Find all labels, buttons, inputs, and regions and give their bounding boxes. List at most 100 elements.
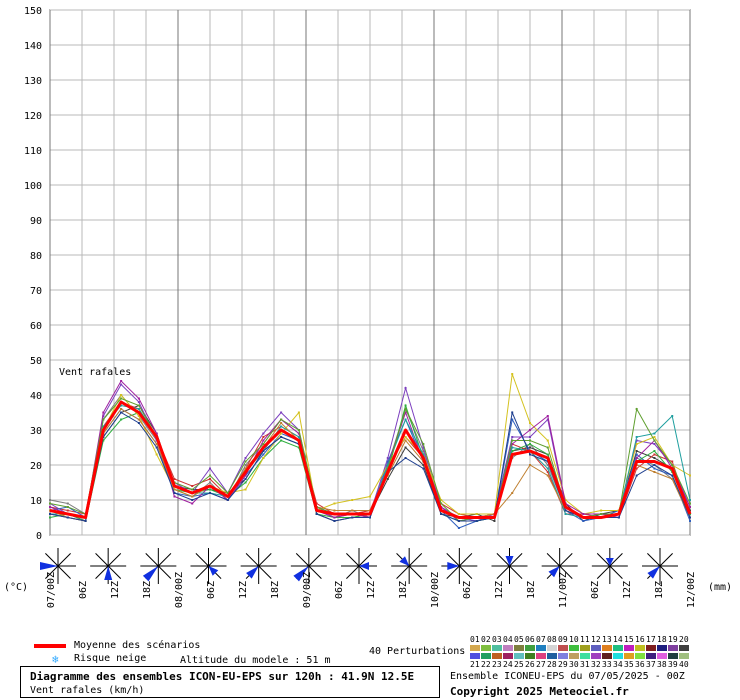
x-tick-label: 18Z — [270, 581, 281, 599]
member-number: 37 — [646, 660, 656, 669]
rose-spoke — [157, 553, 172, 567]
rose-spoke — [609, 553, 623, 567]
wind-rose — [591, 548, 628, 584]
member-point — [120, 383, 123, 386]
member-point — [191, 485, 194, 487]
rose-spoke — [358, 565, 372, 579]
member-point — [529, 446, 531, 449]
info-box: Diagramme des ensembles ICON-EU-EPS sur … — [20, 666, 440, 698]
member-point — [689, 474, 691, 477]
rose-spoke — [208, 553, 222, 567]
wind-rose — [290, 548, 327, 584]
rose-wedge — [40, 562, 58, 570]
member-point — [280, 432, 283, 435]
member-number: 06 — [525, 635, 535, 644]
member-point — [511, 411, 514, 414]
member-swatch — [657, 653, 667, 659]
member-point — [49, 516, 51, 519]
rose-wedge — [647, 566, 660, 579]
rose-spoke — [346, 565, 360, 579]
rose-spoke — [95, 565, 109, 579]
member-point — [529, 439, 531, 442]
member-point — [137, 408, 140, 410]
member-number: 18 — [657, 635, 667, 644]
member-point — [511, 492, 514, 494]
member-swatch — [470, 645, 480, 651]
member-point — [546, 453, 549, 456]
member-point — [280, 436, 283, 438]
member-point — [653, 439, 656, 442]
member-point — [422, 450, 425, 452]
member-point — [475, 513, 478, 515]
rose-spoke — [258, 565, 272, 579]
member-point — [66, 516, 69, 519]
member-swatch — [470, 653, 480, 659]
rose-spoke — [458, 553, 473, 567]
member-swatch — [613, 645, 623, 651]
member-number: 05 — [514, 635, 524, 644]
member-point — [244, 457, 247, 459]
member-point — [244, 481, 247, 484]
member-point — [546, 418, 549, 421]
member-swatches: 01 02 03 04 05 06 07 08 09 10 11 12 13 14 15 16 17 18 19 20… — [470, 635, 689, 669]
member-swatch — [481, 645, 491, 651]
member-point — [404, 418, 407, 421]
member-point — [333, 516, 336, 519]
x-tick-label: 12Z — [238, 581, 249, 599]
member-number: 04 — [503, 635, 513, 644]
member-point — [529, 443, 531, 445]
mean-legend-label: Moyenne des scénarios — [74, 640, 201, 651]
member-point — [653, 464, 656, 466]
member-point — [635, 436, 638, 438]
member-number: 09 — [558, 635, 568, 644]
member-point — [102, 411, 105, 414]
rose-spoke — [596, 553, 611, 567]
rose-wedge — [359, 562, 369, 570]
member-point — [49, 513, 51, 515]
member-point — [653, 450, 656, 452]
member-point — [440, 499, 443, 501]
member-point — [511, 443, 514, 445]
rose-spoke — [195, 553, 209, 567]
member-point — [333, 502, 336, 505]
series-title: Vent rafales — [59, 367, 131, 378]
x-tick-label: 06Z — [334, 581, 345, 599]
wind-rose — [140, 548, 177, 584]
member-point — [582, 520, 585, 522]
rose-wedge — [104, 566, 113, 580]
member-point — [137, 401, 140, 403]
member-point — [635, 453, 638, 456]
rose-spoke — [408, 553, 423, 567]
member-point — [440, 513, 443, 515]
member-point — [191, 488, 194, 491]
member-point — [191, 495, 194, 498]
member-point — [671, 415, 674, 417]
member-point — [120, 394, 123, 396]
member-point — [386, 460, 389, 463]
member-number: 29 — [558, 660, 568, 669]
member-point — [137, 404, 140, 407]
rose-spoke — [659, 553, 673, 567]
member-point — [457, 527, 460, 529]
y-axis-ticks: 0 10 20 30 40 50 60 70 80 90 100 110 120 130 140 150 — [24, 6, 42, 542]
member-point — [102, 418, 105, 421]
member-number: 21 — [470, 660, 480, 669]
member-point — [635, 450, 638, 452]
member-point — [155, 446, 158, 449]
wind-rose — [541, 548, 578, 584]
member-point — [386, 464, 389, 466]
member-point — [404, 436, 407, 438]
member-point — [120, 380, 123, 382]
member-number: 34 — [613, 660, 623, 669]
ensemble-run-label: Ensemble ICONEU-EPS du 07/05/2025 - 00Z — [450, 671, 685, 682]
member-point — [529, 436, 531, 438]
member-point — [49, 506, 51, 508]
member-number: 24 — [503, 660, 513, 669]
member-point — [244, 488, 247, 491]
rose-wedge — [505, 556, 514, 566]
rose-spoke — [308, 565, 322, 579]
member-swatch — [646, 653, 656, 659]
member-swatch — [668, 645, 678, 651]
member-point — [635, 439, 638, 442]
left-unit-label: (°C) — [4, 582, 28, 593]
